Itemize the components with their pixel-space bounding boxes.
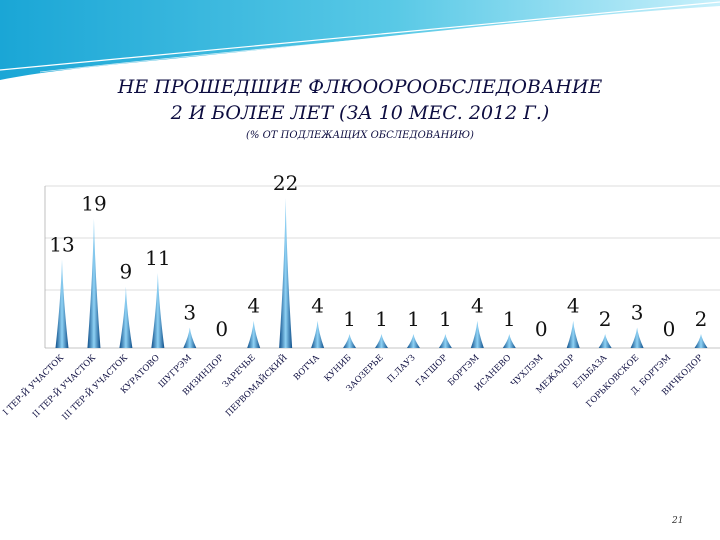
spike-bar [279, 198, 293, 348]
spike-bar [566, 320, 580, 348]
value-label: 22 [273, 171, 298, 195]
spike-bar [470, 320, 484, 348]
value-label: 2 [695, 307, 708, 331]
spike-bar [183, 327, 197, 348]
spike-bar [87, 218, 101, 348]
spike-bar [406, 334, 420, 348]
value-label: 4 [247, 294, 260, 318]
spike-bar [694, 334, 708, 348]
spike-bar [55, 259, 69, 348]
value-label: 1 [439, 307, 452, 331]
value-label: 0 [535, 317, 548, 341]
category-label: КУНИБ [323, 353, 354, 384]
spike-bar [343, 334, 357, 348]
value-label: 13 [49, 232, 74, 256]
spike-bar [438, 334, 452, 348]
chart-title-line2: 2 И БОЛЕЕ ЛЕТ (ЗА 10 МЕС. 2012 Г.) [170, 102, 550, 124]
chart-title-line1: НЕ ПРОШЕДШИЕ ФЛЮООРООБСЛЕДОВАНИЕ [117, 76, 603, 98]
value-label: 3 [631, 301, 644, 325]
value-label: 9 [120, 260, 133, 284]
value-label: 3 [183, 301, 196, 325]
chart-subtitle: (% ОТ ПОДЛЕЖАЩИХ ОБСЛЕДОВАНИЮ) [246, 130, 474, 141]
spike-bar [598, 334, 612, 348]
value-label: 1 [375, 307, 388, 331]
header-banner [0, 0, 720, 80]
value-label: 4 [311, 294, 324, 318]
value-label: 19 [81, 191, 106, 215]
spike-bar [247, 320, 261, 348]
value-label: 11 [145, 246, 170, 270]
value-label: 1 [407, 307, 420, 331]
spike-bar [502, 334, 516, 348]
value-label: 0 [215, 317, 228, 341]
category-label: I ТЕР-Й УЧАСТОК [0, 351, 66, 417]
spike-bar [119, 286, 133, 348]
category-label: П.ЛАУЗ [386, 353, 418, 385]
value-label: 1 [503, 307, 516, 331]
spike-bar [375, 334, 388, 348]
category-label: ГАГШОР [414, 353, 450, 389]
category-label: ВОТЧА [292, 353, 322, 383]
spike-bar [311, 320, 325, 348]
spike-bar [151, 273, 165, 348]
spikes [55, 198, 708, 348]
spike-bar [630, 327, 644, 348]
value-label: 4 [567, 294, 580, 318]
value-label: 1 [343, 307, 356, 331]
value-label: 0 [663, 317, 676, 341]
value-label: 2 [599, 307, 612, 331]
value-label: 4 [471, 294, 484, 318]
page-number: 21 [672, 516, 684, 526]
